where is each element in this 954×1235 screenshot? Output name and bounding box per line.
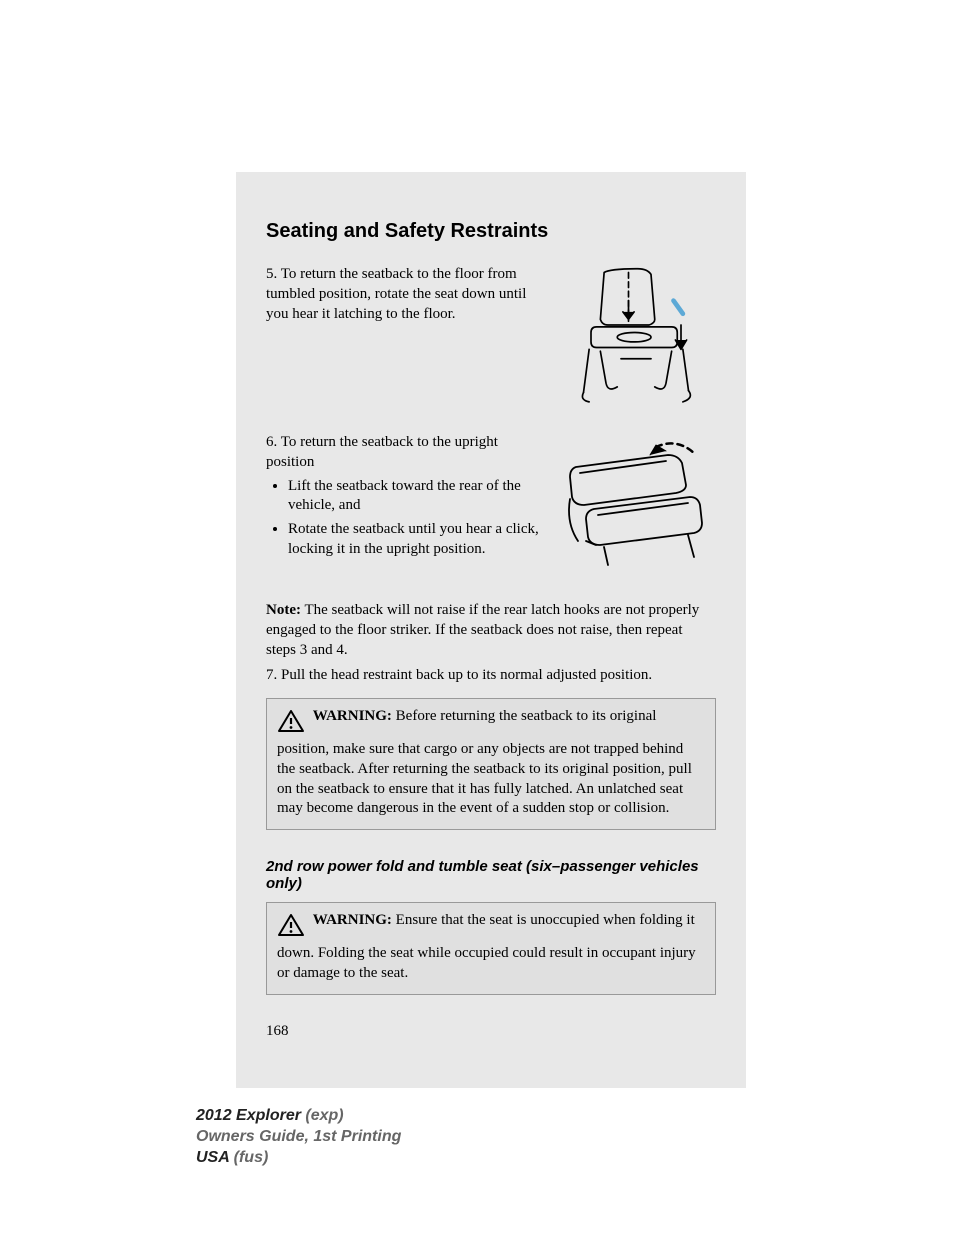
warning-icon xyxy=(277,913,305,944)
document-footer: 2012 Explorer (exp) Owners Guide, 1st Pr… xyxy=(196,1106,401,1168)
section-title: Seating and Safety Restraints xyxy=(266,220,716,243)
warning-1-text: Before returning the seatback to its ori… xyxy=(277,708,692,816)
page-number: 168 xyxy=(266,1023,716,1040)
footer-line-3: USA (fus) xyxy=(196,1148,401,1169)
step-7-text: 7. Pull the head restraint back up to it… xyxy=(266,666,716,686)
footer-code-2: (fus) xyxy=(234,1149,269,1166)
note-paragraph: Note: The seatback will not raise if the… xyxy=(266,601,716,660)
warning-box-2: WARNING: Ensure that the seat is unoccup… xyxy=(266,902,716,994)
step-6-textcol: 6. To return the seatback to the upright… xyxy=(266,433,542,564)
footer-model: 2012 Explorer xyxy=(196,1107,305,1124)
page-content: Seating and Safety Restraints 5. To retu… xyxy=(236,220,746,1040)
step-5-block: 5. To return the seatback to the floor f… xyxy=(266,265,716,415)
step-5-text: 5. To return the seatback to the floor f… xyxy=(266,265,542,324)
step-5-illustration xyxy=(556,265,716,415)
footer-line-2: Owners Guide, 1st Printing xyxy=(196,1127,401,1148)
list-item: Rotate the seatback until you hear a cli… xyxy=(288,520,542,560)
footer-region: USA xyxy=(196,1149,234,1166)
footer-line-1: 2012 Explorer (exp) xyxy=(196,1106,401,1127)
warning-box-1: WARNING: Before returning the seatback t… xyxy=(266,698,716,830)
warning-label: WARNING: xyxy=(313,912,392,928)
warning-label: WARNING: xyxy=(313,708,392,724)
step-6-intro: 6. To return the seatback to the upright… xyxy=(266,433,542,473)
step-6-block: 6. To return the seatback to the upright… xyxy=(266,433,716,583)
warning-icon xyxy=(277,709,305,740)
note-text: The seatback will not raise if the rear … xyxy=(266,602,699,658)
list-item: Lift the seatback toward the rear of the… xyxy=(288,477,542,517)
subsection-title: 2nd row power fold and tumble seat (six–… xyxy=(266,858,716,892)
note-label: Note: xyxy=(266,602,301,618)
manual-page: Seating and Safety Restraints 5. To retu… xyxy=(236,172,746,1088)
footer-code-1: (exp) xyxy=(305,1107,343,1124)
step-6-bullets: Lift the seatback toward the rear of the… xyxy=(288,477,542,560)
step-6-illustration xyxy=(556,433,716,583)
